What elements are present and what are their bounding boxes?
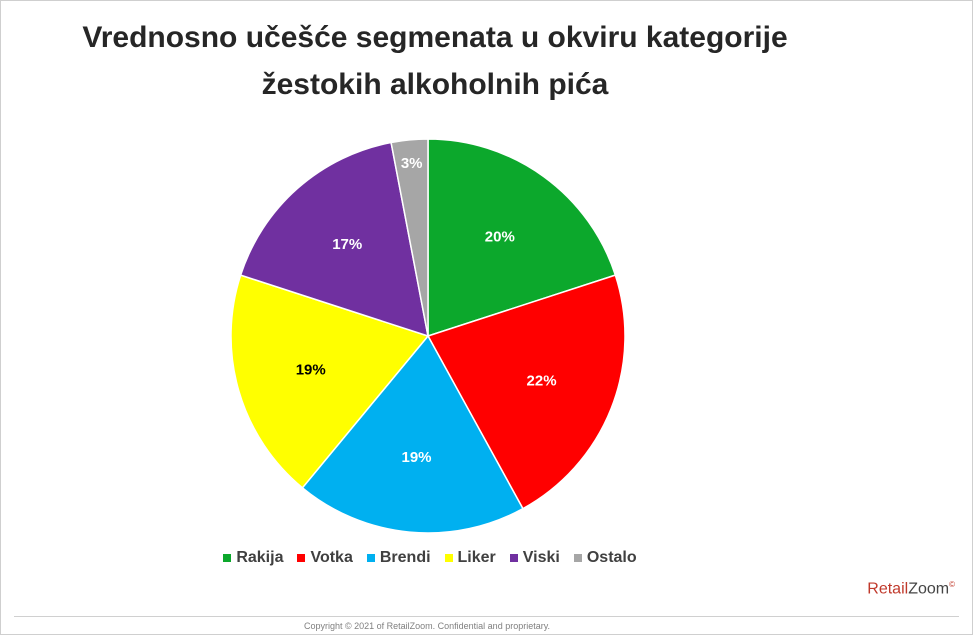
legend-swatch-viski	[509, 554, 518, 562]
pie-slice-votka	[426, 274, 626, 510]
pie-slice-ostalo	[390, 138, 429, 337]
legend-swatch-rakija	[223, 554, 232, 562]
legend-label-liker: Liker	[457, 549, 496, 566]
legend-item-liker: Liker	[444, 549, 496, 567]
legend-label-votka: Votka	[310, 549, 353, 566]
chart-title-line-1: Vrednosno učešće segmenata u okviru kate…	[82, 21, 788, 54]
legend-item-viski: Viski	[509, 549, 560, 567]
legend-item-rakija: Rakija	[223, 549, 283, 567]
pie-slice-viski	[239, 141, 429, 338]
pie-label-rakija: 20%	[485, 229, 515, 246]
legend-label-rakija: Rakija	[236, 549, 284, 566]
pie-slice-rakija	[427, 138, 617, 338]
retailzoom-logo: RetailZoom©	[867, 580, 955, 598]
legend-item-ostalo: Ostalo	[573, 549, 637, 567]
legend-swatch-ostalo	[573, 554, 582, 562]
legend-swatch-votka	[297, 554, 306, 562]
chart-title: Vrednosno učešće segmenata u okviru kate…	[0, 14, 870, 108]
legend-swatch-brendi	[366, 554, 375, 562]
pie-label-ostalo: 3%	[401, 155, 423, 172]
legend-label-brendi: Brendi	[379, 549, 431, 566]
logo-text-retail: Retail	[867, 580, 909, 598]
chart-legend: Rakija Votka Brendi Liker Viski Ostalo	[0, 549, 860, 567]
copyright-text: Copyright © 2021 of RetailZoom. Confiden…	[303, 621, 551, 631]
pie-slice-brendi	[301, 334, 524, 534]
pie-label-votka: 22%	[527, 372, 557, 389]
logo-copyright-mark: ©	[949, 580, 955, 589]
chart-title-line-2: žestokih alkoholnih pića	[261, 68, 609, 101]
legend-item-votka: Votka	[297, 549, 353, 567]
footer-divider	[14, 616, 959, 617]
legend-label-ostalo: Ostalo	[586, 549, 637, 566]
pie-slice-liker	[230, 274, 430, 489]
pie-label-liker: 19%	[296, 362, 326, 379]
legend-item-brendi: Brendi	[366, 549, 431, 567]
legend-swatch-liker	[444, 554, 453, 562]
pie-label-brendi: 19%	[401, 449, 431, 466]
legend-label-viski: Viski	[522, 549, 560, 566]
logo-text-zoom: Zoom	[908, 580, 950, 598]
pie-label-viski: 17%	[332, 236, 362, 253]
